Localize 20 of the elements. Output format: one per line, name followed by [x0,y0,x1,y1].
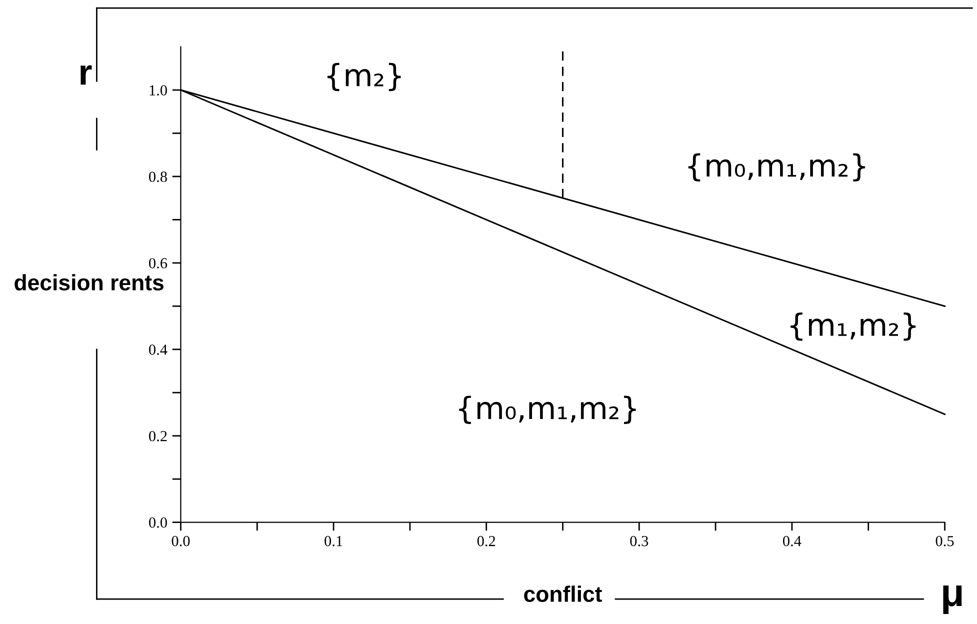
x-tick-label: 0.4 [782,536,802,546]
x-tick-label: 0.0 [172,536,190,546]
annotation: {m₂} [327,62,401,92]
y-tick-label: 1.0 [150,85,167,96]
x-tick-label: 0.5 [936,536,954,546]
y-axis-title: decision rents [14,274,164,291]
annotation: {m₁,m₂} [790,312,916,341]
x-tick-label: 0.3 [630,536,648,546]
annotation: {m₀,m₁,m₂} [688,153,866,182]
x-axis-title: conflict [524,586,602,602]
annotation: {m₀,m₁,m₂} [459,396,636,424]
x-tick-label: 0.2 [477,536,496,546]
y-tick-label: 0.4 [149,344,168,355]
y-tick-label: 0.2 [149,430,167,442]
y-tick-label: 0.0 [149,517,167,528]
y-tick-label: 0.6 [149,258,168,268]
text: r [80,65,92,85]
y-tick-label: 0.8 [149,172,167,182]
x-tick-label: 0.1 [324,536,342,546]
text: μ [943,586,962,614]
